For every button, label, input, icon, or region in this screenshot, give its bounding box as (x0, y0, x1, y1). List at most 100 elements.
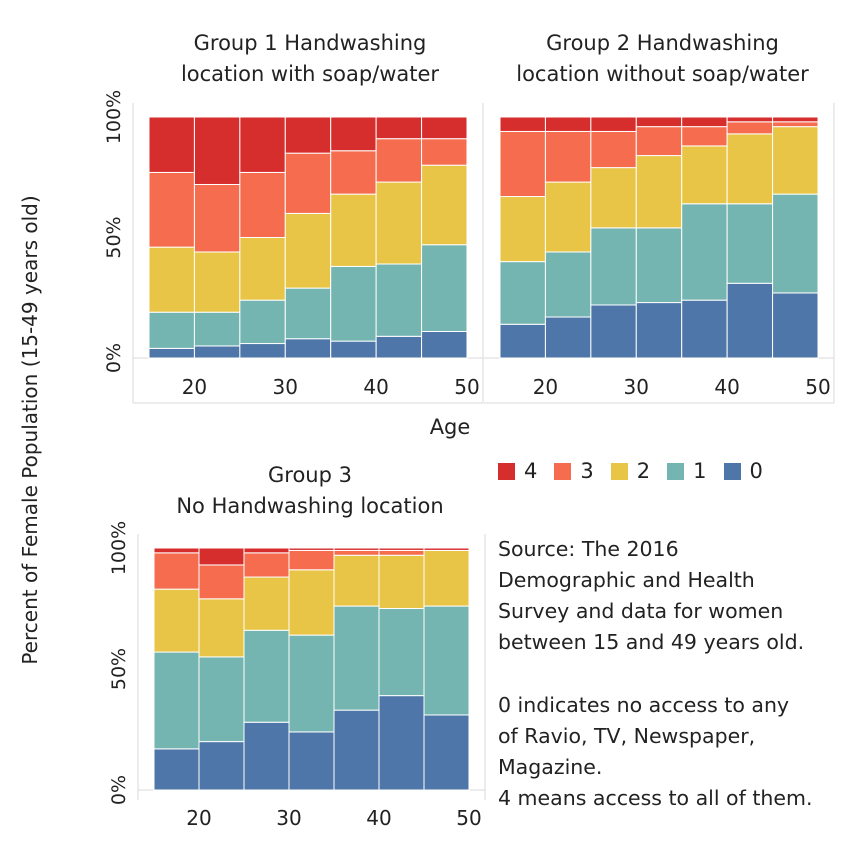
bar-segment-2 (726, 133, 774, 205)
bar-segment-0 (544, 316, 592, 359)
y-tick-label: 100% (103, 90, 125, 144)
bar-segment-3 (681, 126, 728, 147)
bar-segment-3 (198, 564, 245, 600)
bar-segment-0 (333, 709, 380, 791)
bar-segment-2 (544, 181, 592, 253)
bar-segment-3 (635, 126, 683, 157)
group-2-title-line-2: location without soap/water (516, 62, 809, 86)
source-note-line: Survey and data for women (498, 599, 784, 623)
source-note-line: Demographic and Health (498, 568, 755, 592)
source-note: Source: The 2016 Demographic and Health … (498, 534, 804, 658)
bar-segment-2 (421, 164, 468, 246)
bar-segment-0 (681, 299, 728, 359)
bar-segment-2 (681, 145, 728, 205)
x-tick-label: 20 (533, 375, 558, 399)
bar-segment-3 (375, 138, 423, 183)
legend-item-1: 1 (667, 459, 707, 483)
bar-segment-2 (198, 598, 245, 658)
bar-segment-1 (153, 651, 200, 750)
bar-segment-0 (423, 714, 470, 791)
bar-segment-4 (284, 116, 332, 154)
legend-item-2: 2 (610, 459, 651, 483)
bar-segment-3 (378, 549, 425, 556)
y-axis-title: Percent of Female Population (15-49 year… (18, 195, 42, 665)
bar-segment-3 (193, 183, 241, 253)
legend-label-1: 1 (693, 459, 707, 483)
bar-segment-2 (590, 167, 637, 229)
bar-segment-0 (148, 347, 195, 359)
group-3-title-line-2: No Handwashing location (176, 494, 444, 518)
bar-segment-1 (635, 227, 683, 304)
bar-segment-2 (153, 588, 200, 653)
bar-segment-1 (239, 299, 286, 345)
y-tick-label: 50% (108, 648, 130, 690)
bar-segment-4 (239, 116, 286, 173)
bar-segment-1 (288, 634, 335, 733)
bar-segment-4 (681, 116, 728, 128)
group-1-title: Group 1 Handwashing location with soap/w… (140, 28, 480, 90)
bar-segment-2 (243, 576, 290, 631)
bar-segment-0 (421, 330, 468, 359)
x-tick-label: 40 (714, 375, 739, 399)
bar-segment-3 (243, 552, 290, 578)
bar-segment-2 (193, 251, 241, 313)
bar-segment-4 (772, 116, 819, 123)
x-tick-label: 30 (624, 375, 649, 399)
x-tick-label: 20 (186, 806, 211, 830)
bar-segment-1 (590, 227, 637, 306)
bar-segment-4 (193, 116, 241, 185)
x-axis-title: Age (429, 415, 471, 439)
legend-item-4: 4 (498, 459, 537, 483)
bar-segment-4 (243, 547, 290, 554)
bar-segment-1 (681, 203, 728, 301)
bar-segment-0 (193, 345, 241, 359)
panel-1: 0% 50% 100% 20 30 40 50 (103, 90, 484, 404)
y-axis-title-container: Percent of Female Population (15-49 year… (10, 170, 50, 690)
bar-segment-2 (375, 181, 423, 265)
bar-segment-1 (726, 203, 774, 284)
bar-segment-3 (153, 552, 200, 590)
bar-segment-1 (423, 605, 470, 716)
explanation-note-line: 4 means access to all of them. (498, 786, 813, 810)
y-tick-label: 100% (108, 521, 130, 575)
bar-segment-3 (421, 138, 468, 166)
x-tick-label: 30 (276, 806, 301, 830)
bar-segment-2 (239, 237, 286, 301)
explanation-note: 0 indicates no access to any of Ravio, T… (498, 690, 812, 814)
bar-segment-4 (148, 116, 195, 173)
legend-label-4: 4 (524, 459, 538, 483)
bar-segment-1 (330, 265, 377, 342)
bar-segment-2 (148, 246, 195, 313)
panel-2: 20 30 40 50 (484, 103, 835, 404)
bar-segment-1 (243, 629, 290, 723)
legend-label-0: 0 (749, 459, 763, 483)
source-note-line: Source: The 2016 (498, 537, 679, 561)
legend-item-3: 3 (554, 459, 594, 483)
bar-segment-0 (243, 721, 290, 791)
legend-label-2: 2 (636, 459, 651, 483)
bar-segment-4 (330, 116, 377, 152)
bar-segment-2 (288, 569, 335, 636)
x-tick-label: 40 (363, 375, 388, 399)
x-tick-label: 30 (273, 375, 298, 399)
group-2-title-line-1: Group 2 Handwashing (546, 31, 779, 55)
bar-segment-0 (153, 748, 200, 791)
bar-segment-0 (330, 340, 377, 359)
bar-segment-0 (375, 335, 423, 359)
legend-label-3: 3 (580, 459, 594, 483)
bar-segment-4 (499, 116, 546, 132)
x-tick-label: 40 (366, 806, 391, 830)
legend: 4 3 2 1 0 (498, 459, 780, 483)
bar-segment-2 (772, 126, 819, 195)
bar-segment-3 (288, 549, 335, 571)
bar-segment-2 (284, 212, 332, 289)
y-tick-label: 0% (103, 343, 125, 373)
bar-segment-3 (726, 121, 774, 135)
y-tick-label: 0% (108, 775, 130, 805)
explanation-note-line: of Ravio, TV, Newspaper, (498, 724, 756, 748)
x-tick-label: 50 (456, 806, 481, 830)
bar-segment-3 (330, 150, 377, 195)
bar-segment-4 (375, 116, 423, 140)
bar-segment-2 (635, 155, 683, 229)
